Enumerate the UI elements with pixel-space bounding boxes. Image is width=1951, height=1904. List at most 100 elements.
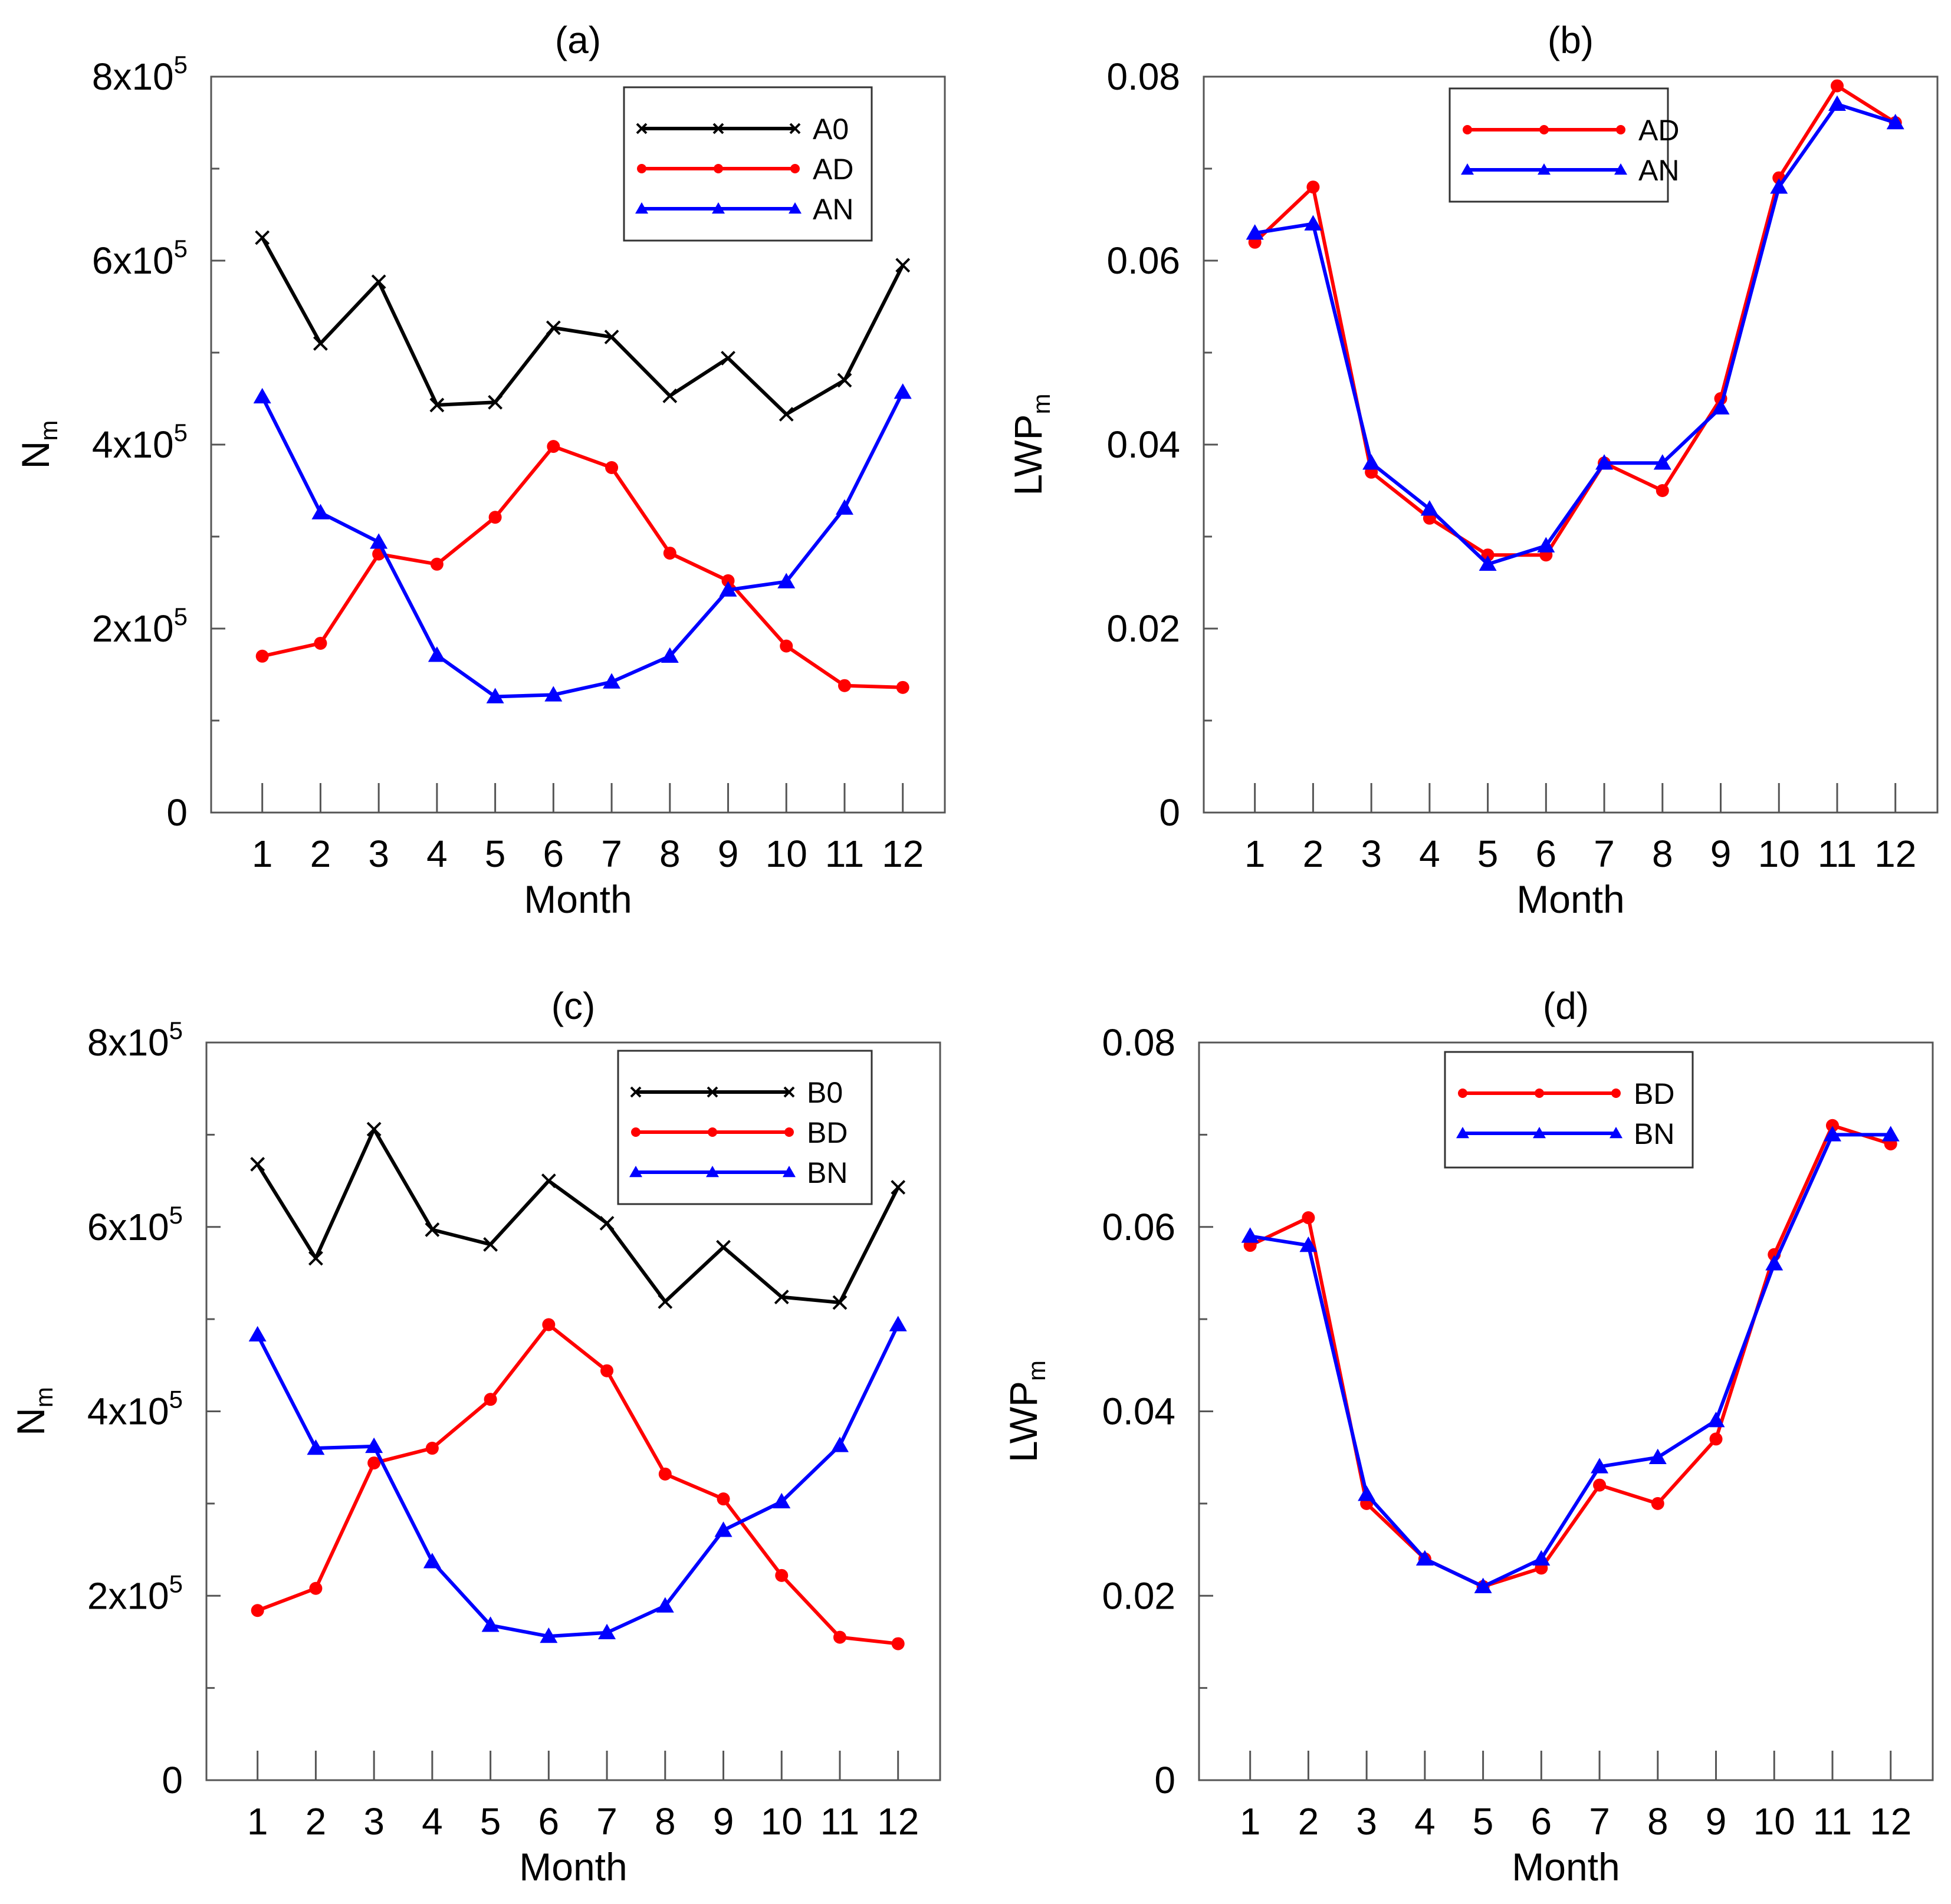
series-line-AN bbox=[261, 391, 905, 699]
y-tick-label: 0.02 bbox=[1106, 607, 1180, 650]
series-line-A0 bbox=[261, 236, 905, 416]
data-point-AD bbox=[1656, 484, 1669, 497]
data-point-A0 bbox=[371, 274, 386, 290]
x-tick-label: 7 bbox=[1594, 833, 1615, 875]
series-BD bbox=[1243, 1119, 1897, 1593]
data-point-A0 bbox=[837, 373, 852, 388]
x-tick-label: 12 bbox=[1874, 833, 1916, 875]
data-point-AD bbox=[547, 440, 560, 453]
data-point-A0 bbox=[546, 320, 561, 336]
x-tick-label: 9 bbox=[718, 833, 739, 875]
legend-marker-BD bbox=[1611, 1089, 1621, 1098]
legend-marker-BN bbox=[1456, 1127, 1469, 1139]
legend-marker-BN bbox=[629, 1166, 642, 1178]
x-tick-label: 11 bbox=[820, 1800, 859, 1843]
y-tick-label: 0.08 bbox=[1102, 1021, 1175, 1064]
data-point-BD bbox=[1302, 1211, 1315, 1225]
data-point-BD bbox=[367, 1456, 381, 1470]
legend-marker-BD bbox=[1535, 1089, 1544, 1098]
data-point-AN bbox=[1886, 114, 1904, 130]
x-tick-label: 11 bbox=[1818, 833, 1857, 875]
y-axis-label: LWPm bbox=[1006, 393, 1055, 495]
data-point-BN bbox=[1765, 1255, 1784, 1271]
data-point-A0 bbox=[779, 407, 794, 422]
x-tick-label: 10 bbox=[761, 1800, 803, 1843]
legend-marker-BD bbox=[631, 1127, 641, 1137]
data-point-AD bbox=[314, 636, 327, 650]
legend-marker-BD bbox=[1458, 1089, 1467, 1098]
x-tick-label: 6 bbox=[538, 1800, 560, 1843]
data-point-BN bbox=[1415, 1550, 1434, 1566]
x-tick-label: 6 bbox=[543, 833, 564, 875]
legend-label-A0: A0 bbox=[813, 113, 849, 146]
legend-label-AD: AD bbox=[1638, 114, 1679, 147]
legend-label-AD: AD bbox=[813, 153, 853, 186]
y-tick-label: 8x105 bbox=[92, 51, 188, 98]
x-tick-label: 9 bbox=[1710, 833, 1732, 875]
data-point-AN bbox=[428, 646, 446, 662]
data-point-AN bbox=[835, 499, 853, 515]
x-tick-label: 4 bbox=[1419, 833, 1440, 875]
data-point-BN bbox=[307, 1439, 325, 1455]
x-tick-label: 4 bbox=[1414, 1800, 1436, 1843]
data-point-B0 bbox=[716, 1239, 731, 1255]
data-point-B0 bbox=[366, 1122, 382, 1137]
legend-marker-AD bbox=[714, 164, 723, 173]
data-point-BD bbox=[1709, 1432, 1723, 1446]
x-tick-label: 5 bbox=[1473, 1800, 1494, 1843]
data-point-AN bbox=[1362, 454, 1381, 470]
data-point-BD bbox=[251, 1604, 264, 1617]
data-point-BN bbox=[656, 1597, 674, 1613]
data-point-B0 bbox=[250, 1157, 265, 1172]
x-tick-label: 2 bbox=[1303, 833, 1324, 875]
legend-marker-AN bbox=[712, 202, 725, 214]
legend-marker-AN bbox=[789, 202, 802, 214]
x-tick-label: 12 bbox=[1870, 1800, 1911, 1843]
x-axis-label: Month bbox=[1512, 1845, 1620, 1889]
data-point-BN bbox=[1358, 1485, 1376, 1501]
x-tick-label: 5 bbox=[1477, 833, 1499, 875]
series-line-BN bbox=[256, 1324, 900, 1639]
data-point-B0 bbox=[308, 1251, 323, 1266]
y-tick-label: 4x105 bbox=[87, 1386, 183, 1433]
data-point-B0 bbox=[483, 1237, 498, 1252]
legend-box bbox=[617, 1050, 873, 1205]
y-axis-label: Nm bbox=[14, 420, 63, 469]
data-point-BD bbox=[833, 1630, 846, 1644]
data-point-AN bbox=[1828, 95, 1846, 111]
data-point-B0 bbox=[599, 1216, 615, 1231]
x-tick-label: 12 bbox=[877, 1800, 919, 1843]
data-point-AN bbox=[1304, 215, 1322, 231]
legend-marker-BN bbox=[1533, 1127, 1546, 1139]
data-point-AD bbox=[488, 511, 502, 524]
data-point-BD bbox=[1593, 1478, 1607, 1492]
data-point-AN bbox=[1712, 399, 1730, 415]
data-point-BN bbox=[1474, 1577, 1492, 1593]
data-point-BN bbox=[481, 1616, 500, 1632]
legend-label-BD: BD bbox=[807, 1116, 848, 1149]
x-axis-label: Month bbox=[524, 877, 632, 921]
data-point-BN bbox=[540, 1627, 558, 1643]
y-axis-label: LWPm bbox=[1001, 1360, 1050, 1462]
data-point-AD bbox=[721, 574, 735, 587]
legend-box bbox=[623, 86, 873, 242]
x-tick-label: 11 bbox=[1813, 1800, 1852, 1843]
data-point-AN bbox=[777, 573, 796, 588]
data-point-A0 bbox=[604, 330, 619, 344]
data-point-AN bbox=[1653, 454, 1671, 470]
x-tick-label: 7 bbox=[601, 833, 622, 875]
x-tick-label: 8 bbox=[1652, 833, 1673, 875]
y-tick-label: 0.02 bbox=[1102, 1574, 1175, 1617]
series-BD bbox=[251, 1318, 905, 1650]
legend-label-B0: B0 bbox=[807, 1076, 843, 1109]
y-tick-label: 0 bbox=[166, 791, 188, 834]
series-line-AN bbox=[1254, 102, 1896, 566]
x-tick-label: 9 bbox=[713, 1800, 734, 1843]
x-tick-label: 3 bbox=[363, 1800, 385, 1843]
panel-title: (b) bbox=[1548, 19, 1594, 61]
data-point-A0 bbox=[488, 394, 503, 410]
data-point-B0 bbox=[541, 1173, 556, 1188]
legend-marker-AN bbox=[1538, 163, 1551, 175]
